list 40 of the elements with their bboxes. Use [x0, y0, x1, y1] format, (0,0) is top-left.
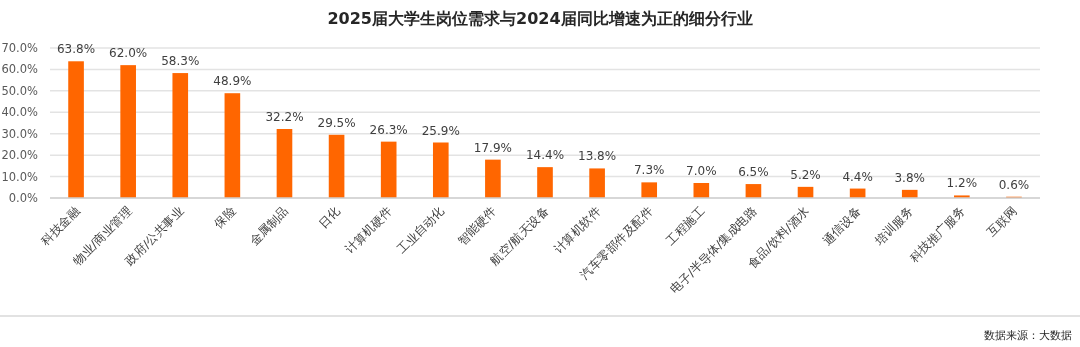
- y-tick-label: 0.0%: [8, 191, 39, 206]
- data-label: 13.8%: [578, 149, 617, 164]
- data-label: 17.9%: [473, 140, 512, 155]
- x-tick-label: 智能硬件: [455, 204, 500, 249]
- x-tick-label: 计算机硬件: [342, 204, 395, 257]
- y-tick-label: 30.0%: [1, 126, 39, 141]
- chart-title: 2025届大学生岗位需求与2024届同比增速为正的细分行业: [327, 9, 753, 28]
- data-label: 29.5%: [317, 115, 356, 130]
- y-tick-label: 20.0%: [1, 148, 39, 163]
- x-tick-label: 工程施工: [663, 204, 708, 249]
- data-label: 14.4%: [525, 148, 565, 163]
- data-label: 58.3%: [161, 54, 200, 69]
- data-label: 62.0%: [109, 46, 148, 61]
- data-label: 5.2%: [790, 167, 821, 182]
- data-label: 6.5%: [738, 165, 769, 180]
- y-tick-label: 50.0%: [1, 83, 39, 98]
- x-tick-label: 金属制品: [246, 204, 291, 249]
- y-tick-label: 60.0%: [1, 62, 39, 77]
- data-label: 63.8%: [56, 42, 96, 57]
- data-label: 48.9%: [213, 74, 252, 89]
- data-label: 32.2%: [265, 110, 304, 124]
- data-label: 3.8%: [894, 170, 925, 185]
- data-label: 4.4%: [842, 169, 873, 184]
- data-label: 1.2%: [946, 176, 978, 191]
- source-note: 数据来源：大数据: [984, 329, 1072, 342]
- x-tick-label: 互联网: [984, 204, 1021, 240]
- y-tick-label: 10.0%: [1, 169, 39, 184]
- data-label: 26.3%: [369, 122, 408, 137]
- data-label: 25.9%: [421, 123, 460, 138]
- data-label: 7.3%: [633, 163, 665, 178]
- x-tick-label: 日化: [315, 204, 343, 232]
- x-tick-label: 科技金融: [38, 204, 83, 249]
- x-tick-label: 保险: [211, 204, 239, 232]
- y-tick-label: 70.0%: [1, 41, 39, 56]
- data-label: 7.0%: [686, 164, 717, 178]
- x-tick-label: 通信设备: [819, 204, 864, 249]
- y-tick-label: 40.0%: [1, 105, 39, 120]
- x-tick-label: 工业自动化: [394, 204, 447, 257]
- data-label: 0.6%: [998, 177, 1030, 192]
- x-tick-label: 培训服务: [871, 204, 916, 249]
